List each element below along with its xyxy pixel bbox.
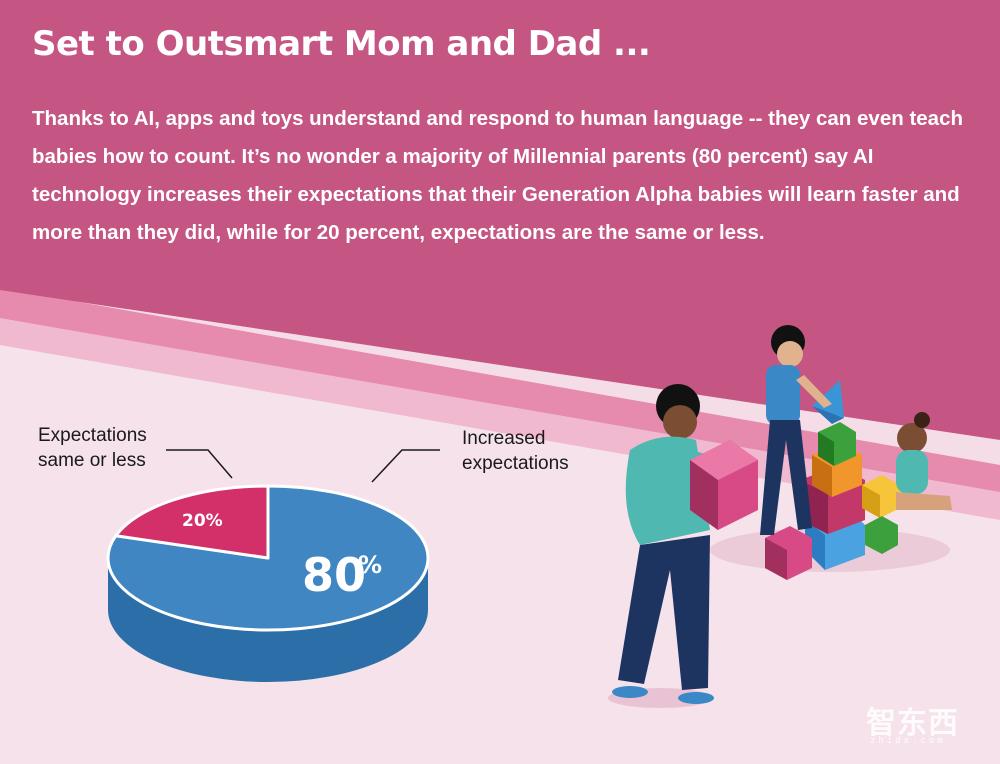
label-same-or-less-line1: Expectations [38,425,147,446]
value-label-increased-percent-sign: % [358,551,382,579]
pie-slice-same-or-less [114,484,270,560]
pie-group [106,484,430,682]
mom-figure [760,325,832,535]
leader-line-increased [371,449,440,483]
leader-line-same-or-less [166,449,233,479]
block-tower [765,380,900,580]
page-title: Set to Outsmart Mom and Dad ... [32,24,651,64]
pie-side-increased [108,558,428,682]
header-band [0,0,1000,440]
watermark-logo: 智东西 [866,706,959,741]
intro-paragraph: Thanks to AI, apps and toys understand a… [32,107,963,244]
value-label-increased: 80 [302,548,366,602]
label-same-or-less-line2: same or less [38,450,146,471]
family-illustration [608,325,952,708]
dad-figure [612,384,758,704]
baby-figure [896,412,952,510]
watermark-url: zhidx.com [870,736,946,746]
value-label-same-or-less: 20% [182,511,223,531]
band-light [0,288,1000,492]
pie-chart: Expectations same or less Increased expe… [38,425,569,682]
label-increased-line2: expectations [462,453,569,474]
label-increased-line1: Increased [462,428,545,449]
